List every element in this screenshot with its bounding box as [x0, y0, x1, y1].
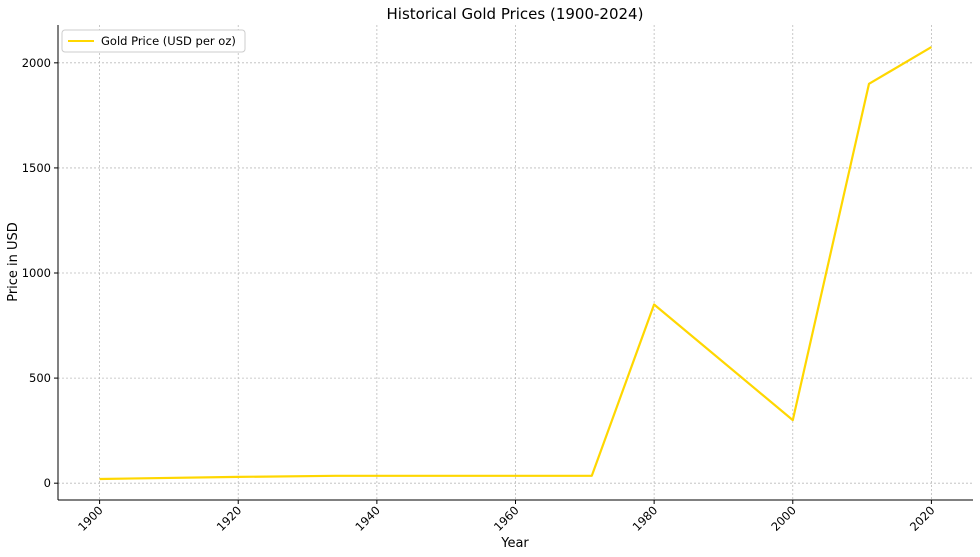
legend-label-gold-price: Gold Price (USD per oz): [101, 34, 236, 48]
x-tick-label: 1960: [491, 503, 522, 534]
x-axis-label: Year: [500, 536, 529, 551]
y-axis-label: Price in USD: [6, 222, 21, 302]
y-tick-label: 2000: [22, 56, 51, 70]
y-tick-label: 1500: [22, 161, 51, 175]
x-axis-ticks: 1900 1920 1940 1960 1980 2000 2020: [75, 500, 938, 534]
x-tick-label: 1900: [75, 503, 106, 534]
x-tick-label: 1920: [214, 503, 245, 534]
x-tick-label: 2000: [768, 503, 799, 534]
x-tick-label: 1940: [352, 503, 383, 534]
x-tick-label: 2020: [907, 503, 938, 534]
legend-box: [61, 29, 246, 53]
legend: Gold Price (USD per oz): [61, 29, 246, 53]
x-tick-label: 1980: [630, 503, 661, 534]
series-lines: [99, 46, 932, 481]
y-tick-label: 1000: [22, 266, 51, 280]
chart-title: Historical Gold Prices (1900-2024): [387, 5, 644, 23]
grid-lines: [58, 25, 973, 500]
series-line-gold-price: [99, 46, 932, 481]
y-tick-label: 500: [29, 371, 51, 385]
y-tick-label: 0: [44, 476, 51, 490]
y-axis-ticks: 0 500 1000 1500 2000: [22, 56, 58, 490]
